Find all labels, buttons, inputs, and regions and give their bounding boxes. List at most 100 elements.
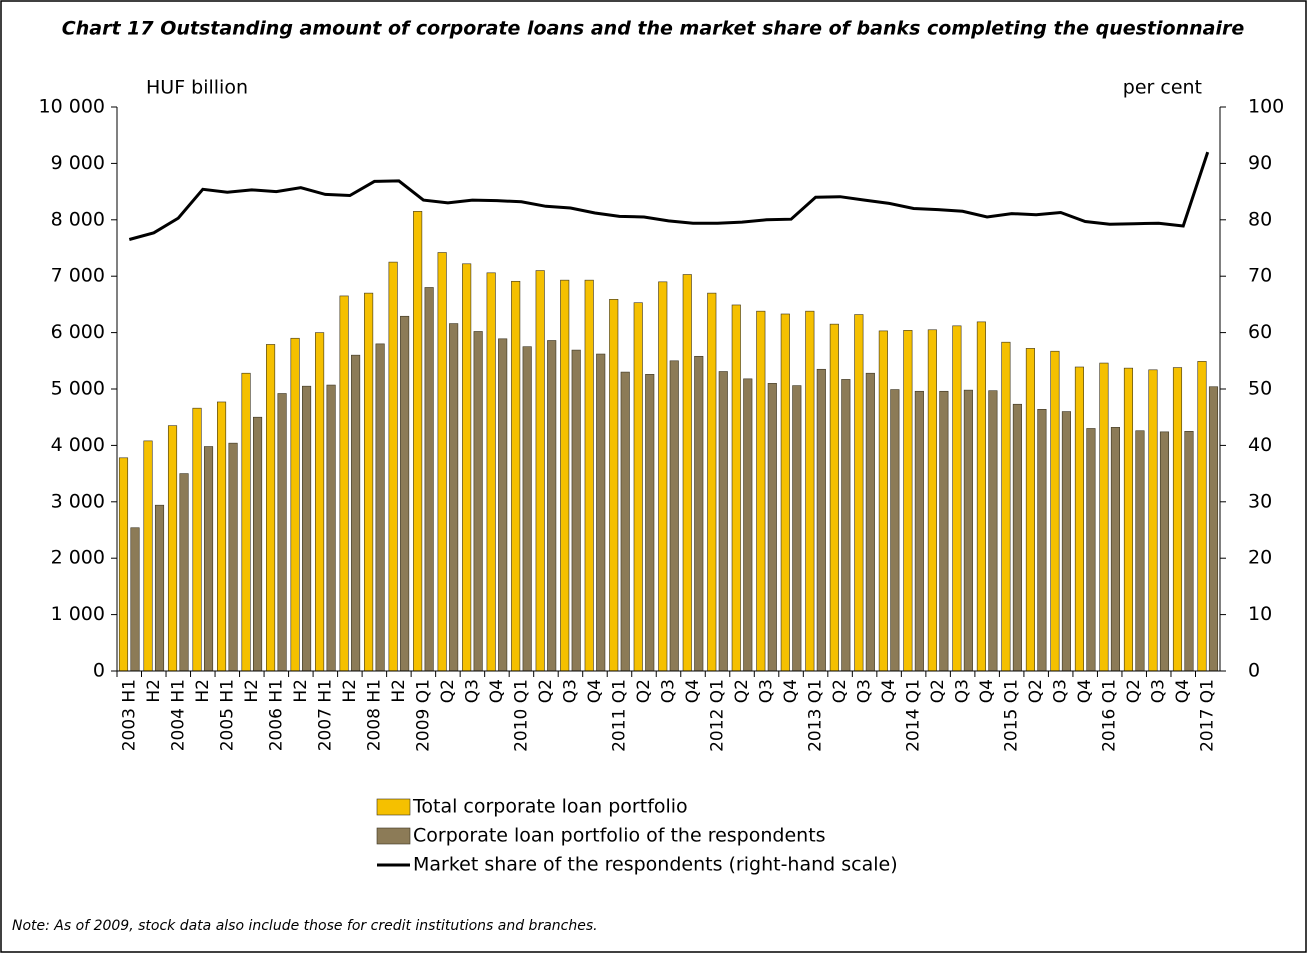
y-tick-label: 10 000: [39, 96, 105, 118]
x-tick-label: 2007 H1: [315, 679, 335, 751]
x-tick-label: 2005 H1: [217, 679, 237, 751]
bar: [633, 302, 643, 672]
y2-tick-label: 30: [1248, 490, 1272, 512]
x-tick-label: Q2: [1124, 679, 1144, 703]
bar: [1037, 409, 1047, 672]
bar: [1012, 403, 1022, 672]
bar: [963, 389, 973, 672]
bar: [449, 323, 459, 672]
x-tick-label: 2009 Q1: [413, 679, 433, 752]
bar: [1110, 427, 1120, 672]
bar: [375, 343, 385, 672]
bar: [1025, 348, 1035, 672]
bar: [805, 310, 815, 672]
bar: [167, 425, 178, 672]
y-axis-title: HUF billion: [146, 77, 248, 99]
x-tick-label: Q3: [560, 679, 580, 703]
bar: [535, 270, 545, 672]
x-tick-label: H2: [193, 679, 213, 703]
x-tick-label: Q4: [879, 679, 899, 703]
bar: [658, 281, 668, 672]
bar: [217, 401, 227, 672]
bar: [1099, 362, 1109, 672]
bar: [792, 385, 802, 672]
bar: [1172, 367, 1183, 672]
legend-swatch: [376, 827, 411, 845]
legend-swatch: [376, 798, 411, 816]
bar: [645, 374, 655, 672]
x-tick-label: 2017 Q1: [1198, 679, 1218, 752]
bar: [1074, 366, 1084, 672]
note: Note: As of 2009, stock data also includ…: [12, 918, 598, 934]
bar: [682, 274, 692, 672]
x-tick-label: Q2: [830, 679, 850, 703]
x-tick-label: Q2: [928, 679, 948, 703]
y-tick-label: 2 000: [51, 547, 105, 569]
bar: [903, 330, 913, 672]
x-tick-label: Q4: [683, 679, 703, 703]
bar: [326, 384, 336, 672]
bar: [388, 261, 398, 672]
bar: [315, 332, 325, 672]
bar: [1123, 367, 1134, 672]
x-tick-label: 2012 Q1: [708, 679, 728, 752]
x-tick-label: 2008 H1: [364, 679, 384, 751]
bar: [179, 473, 189, 672]
x-tick-label: Q4: [977, 679, 997, 703]
bar: [609, 299, 619, 672]
line: [128, 151, 1210, 241]
y2-tick-label: 20: [1248, 547, 1272, 569]
y2-tick-label: 100: [1248, 96, 1284, 118]
bar: [841, 379, 851, 672]
bar: [939, 390, 949, 672]
bar: [988, 390, 998, 672]
bar: [743, 378, 753, 672]
bar: [694, 355, 704, 672]
x-tick-label: Q3: [855, 679, 875, 703]
y2-tick-label: 10: [1248, 603, 1272, 625]
bar: [437, 252, 447, 672]
bar: [413, 211, 423, 672]
bar: [584, 279, 594, 672]
bar: [1050, 350, 1060, 672]
bar: [1001, 341, 1011, 672]
x-tick-label: Q2: [732, 679, 752, 703]
bar: [707, 292, 717, 672]
x-tick-label: 2006 H1: [266, 679, 286, 751]
y2-tick-label: 0: [1248, 660, 1260, 682]
x-tick-label: 2013 Q1: [806, 679, 826, 752]
x-tick-label: H2: [144, 679, 164, 703]
x-tick-label: Q3: [1051, 679, 1071, 703]
y2-tick-label: 80: [1248, 208, 1272, 230]
bar: [854, 314, 864, 672]
bar: [511, 280, 521, 672]
x-tick-label: Q4: [1173, 679, 1193, 703]
bar: [878, 330, 888, 672]
y2-axis-title: per cent: [1123, 77, 1202, 99]
bar: [1197, 361, 1207, 672]
bar: [351, 354, 361, 672]
bar: [266, 344, 276, 672]
x-tick-label: Q4: [585, 679, 605, 703]
x-tick-label: Q3: [757, 679, 777, 703]
x-tick-label: 2015 Q1: [1002, 679, 1022, 752]
y-tick-label: 8 000: [51, 208, 105, 230]
bar: [473, 331, 483, 672]
x-tick-label: 2014 Q1: [904, 679, 924, 752]
bar: [976, 321, 986, 672]
x-tick-label: Q2: [1026, 679, 1046, 703]
bar: [400, 315, 410, 672]
bar: [767, 383, 777, 672]
bar: [890, 389, 900, 672]
bar: [462, 263, 472, 672]
bar: [203, 446, 214, 672]
x-tick-label: 2010 Q1: [511, 679, 531, 752]
bar: [424, 287, 434, 672]
x-tick-label: Q3: [953, 679, 973, 703]
x-tick-label: Q3: [462, 679, 482, 703]
x-tick-label: Q4: [1075, 679, 1095, 703]
bar: [756, 310, 766, 672]
legend-label: Total corporate loan portfolio: [412, 796, 688, 818]
bar: [290, 337, 300, 672]
